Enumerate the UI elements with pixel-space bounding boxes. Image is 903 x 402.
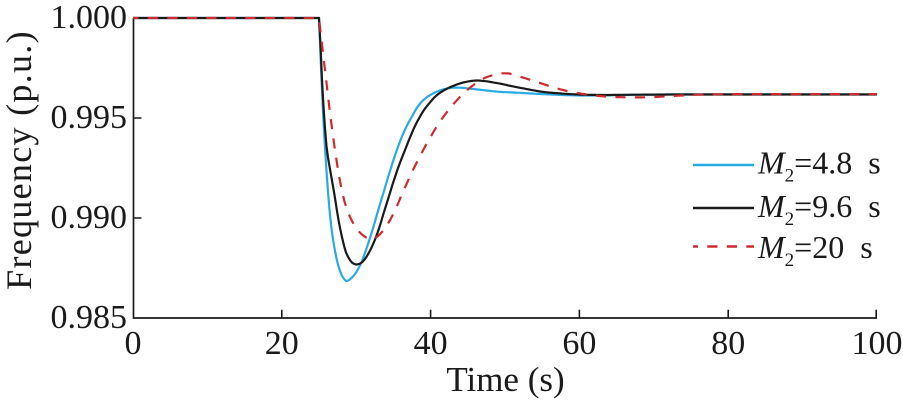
svg-text:0: 0 xyxy=(125,325,142,362)
svg-text:1.000: 1.000 xyxy=(51,0,128,36)
svg-text:20: 20 xyxy=(265,325,299,362)
svg-text:Time (s): Time (s) xyxy=(446,360,564,399)
svg-text:M2=9.6 s: M2=9.6 s xyxy=(757,188,881,230)
svg-text:Frequency (p.u.): Frequency (p.u.) xyxy=(0,30,39,290)
svg-text:80: 80 xyxy=(711,325,745,362)
svg-text:100: 100 xyxy=(852,325,903,362)
svg-text:M2=4.8 s: M2=4.8 s xyxy=(757,145,881,187)
svg-text:40: 40 xyxy=(414,325,448,362)
svg-text:0.995: 0.995 xyxy=(51,99,128,136)
svg-text:M2=20 s: M2=20 s xyxy=(757,229,873,271)
svg-text:0.990: 0.990 xyxy=(51,199,128,236)
svg-text:60: 60 xyxy=(562,325,596,362)
svg-text:0.985: 0.985 xyxy=(51,299,128,336)
